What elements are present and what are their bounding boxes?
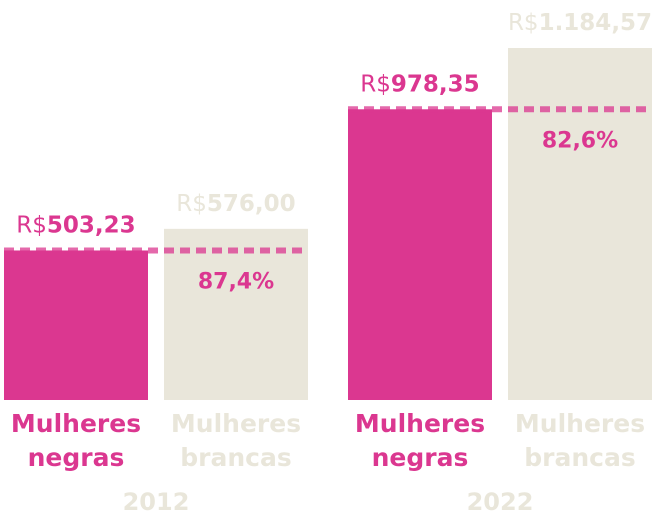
year-group-2022: R$978,35MulheresnegrasR$1.184,57Mulheres… xyxy=(348,10,652,516)
value-number: 576,00 xyxy=(207,191,296,217)
value-number: 978,35 xyxy=(391,71,480,97)
value-label-brancas-2012: R$576,00 xyxy=(176,191,295,217)
category-label-line2: brancas xyxy=(180,443,291,472)
value-label-negras-2012: R$503,23 xyxy=(16,212,135,238)
value-label-brancas-2022: R$1.184,57 xyxy=(508,10,652,36)
value-prefix: R$ xyxy=(360,71,391,97)
year-label-2012: 2012 xyxy=(123,488,190,516)
category-label-line1: Mulheres xyxy=(11,409,141,438)
value-label-negras-2022: R$978,35 xyxy=(360,71,479,97)
ratio-label-2022: 82,6% xyxy=(542,128,618,153)
category-label-line1: Mulheres xyxy=(171,409,301,438)
year-group-2012: R$503,23MulheresnegrasR$576,00Mulheresbr… xyxy=(4,191,308,516)
bar-negras-2022 xyxy=(348,109,492,400)
category-label-line2: brancas xyxy=(524,443,635,472)
bar-brancas-2022 xyxy=(508,48,652,400)
value-number: 503,23 xyxy=(47,212,136,238)
bar-negras-2012 xyxy=(4,250,148,400)
bar-brancas-2012 xyxy=(164,228,308,400)
category-label-line2: negras xyxy=(28,443,125,472)
category-label-line1: Mulheres xyxy=(515,409,645,438)
year-label-2022: 2022 xyxy=(467,488,534,516)
ratio-label-2012: 87,4% xyxy=(198,269,274,294)
category-label-line2: negras xyxy=(372,443,469,472)
value-prefix: R$ xyxy=(508,10,539,36)
category-label-line1: Mulheres xyxy=(355,409,485,438)
value-prefix: R$ xyxy=(16,212,47,238)
value-number: 1.184,57 xyxy=(539,10,653,36)
value-prefix: R$ xyxy=(176,191,207,217)
